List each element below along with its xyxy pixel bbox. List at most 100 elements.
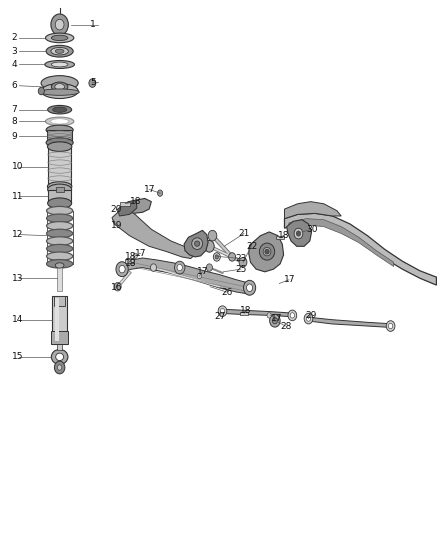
Bar [240,312,248,315]
Circle shape [213,253,220,261]
Text: 25: 25 [236,265,247,273]
Circle shape [177,264,182,271]
Text: 27: 27 [215,312,226,321]
Text: 17: 17 [144,185,155,194]
Text: 22: 22 [246,242,257,251]
Text: 3: 3 [12,47,18,55]
Ellipse shape [55,49,64,53]
Text: 17: 17 [135,249,147,258]
Circle shape [38,87,44,95]
Circle shape [116,262,128,277]
Circle shape [229,253,236,261]
Ellipse shape [51,82,68,92]
Bar [57,337,62,350]
Circle shape [288,310,297,321]
Text: 5: 5 [90,77,96,86]
Text: 18: 18 [125,253,137,261]
Text: 20: 20 [111,205,122,214]
Text: 12: 12 [12,230,23,239]
Circle shape [208,230,217,241]
Ellipse shape [46,252,73,261]
Circle shape [215,255,219,259]
Polygon shape [285,201,341,219]
Circle shape [57,365,62,370]
Text: 7: 7 [12,105,18,114]
Bar [120,202,130,206]
Bar [55,298,59,341]
Circle shape [150,264,156,271]
Bar [57,265,62,291]
Circle shape [290,313,294,318]
Circle shape [272,318,278,324]
Text: 28: 28 [280,321,292,330]
Bar [125,260,134,263]
Text: 10: 10 [12,162,23,171]
Ellipse shape [46,260,73,268]
Circle shape [89,79,96,87]
Bar [48,190,71,202]
Ellipse shape [259,243,275,260]
Circle shape [205,240,214,252]
Text: 23: 23 [236,254,247,263]
Text: 2: 2 [12,34,17,43]
Circle shape [206,264,212,271]
Ellipse shape [45,61,74,68]
Bar [56,187,64,192]
Polygon shape [122,258,252,294]
Ellipse shape [41,76,78,91]
Text: 30: 30 [306,225,318,234]
Circle shape [220,309,225,314]
Text: 16: 16 [111,283,122,292]
Text: 6: 6 [12,81,18,90]
Bar [48,147,71,187]
Polygon shape [118,200,137,216]
Ellipse shape [55,263,64,268]
Text: 11: 11 [12,192,23,201]
Ellipse shape [51,350,68,365]
Text: 18: 18 [278,231,290,240]
Bar [47,131,72,142]
Polygon shape [184,230,208,257]
Polygon shape [219,309,295,317]
Text: 1: 1 [90,20,96,29]
Ellipse shape [46,125,73,135]
Circle shape [294,228,303,239]
Circle shape [51,14,68,35]
Circle shape [133,253,138,259]
Circle shape [267,313,272,318]
Circle shape [304,313,313,324]
Circle shape [54,361,65,374]
Ellipse shape [41,84,78,99]
Text: 18: 18 [125,260,137,268]
Ellipse shape [51,62,68,67]
Ellipse shape [46,33,74,43]
Circle shape [270,314,280,327]
Text: 18: 18 [130,197,141,206]
Circle shape [244,280,256,295]
Circle shape [119,265,125,273]
Ellipse shape [46,206,73,215]
Ellipse shape [47,182,72,191]
Circle shape [114,282,121,291]
Text: 19: 19 [111,221,122,230]
Ellipse shape [50,119,69,124]
Text: 4: 4 [12,60,17,69]
Text: 17: 17 [284,275,295,284]
Text: 13: 13 [12,273,23,282]
Circle shape [157,190,162,196]
Text: 29: 29 [305,311,317,320]
Ellipse shape [48,106,72,114]
Ellipse shape [265,249,269,254]
Ellipse shape [51,35,68,41]
Ellipse shape [46,214,73,223]
Ellipse shape [53,107,67,112]
Ellipse shape [51,47,68,55]
Text: 8: 8 [12,117,18,126]
Polygon shape [306,317,394,328]
Circle shape [386,321,395,332]
Bar [52,296,67,344]
Polygon shape [249,232,284,272]
Circle shape [218,306,227,317]
Polygon shape [125,198,151,213]
Ellipse shape [194,241,200,246]
